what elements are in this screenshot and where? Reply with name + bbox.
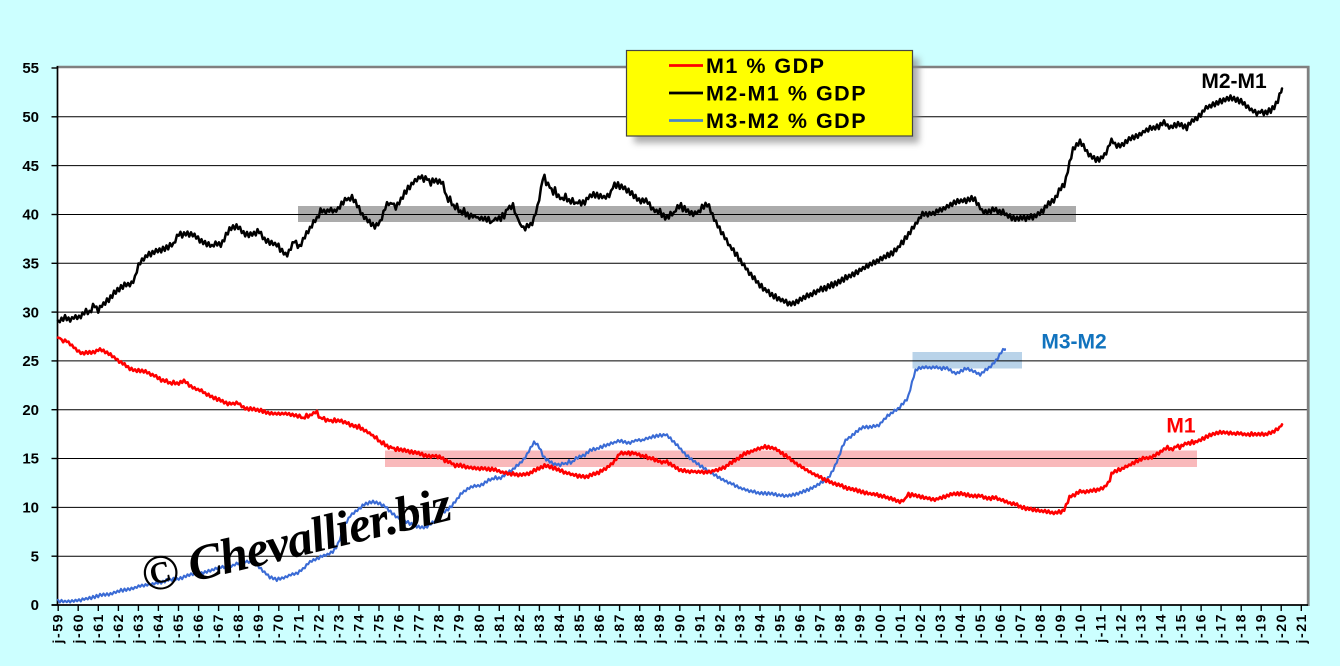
svg-text:j-63: j-63 [130,613,146,645]
svg-text:j-93: j-93 [731,613,747,645]
svg-text:55: 55 [22,60,39,77]
svg-text:j-70: j-70 [270,613,286,645]
svg-text:j-72: j-72 [310,613,326,645]
svg-text:15: 15 [22,451,39,468]
svg-text:j-66: j-66 [190,613,206,645]
svg-text:j-78: j-78 [431,613,447,645]
svg-text:j-18: j-18 [1233,613,1249,645]
svg-text:j-84: j-84 [551,613,567,645]
svg-text:M2-M1 % GDP: M2-M1 % GDP [706,82,867,106]
svg-text:j-87: j-87 [611,613,627,645]
svg-text:j-91: j-91 [691,613,707,645]
svg-text:j-97: j-97 [812,613,828,645]
svg-text:35: 35 [22,256,39,273]
svg-text:M1 % GDP: M1 % GDP [706,54,826,78]
svg-text:j-71: j-71 [290,613,306,645]
svg-text:j-13: j-13 [1132,613,1148,645]
svg-text:40: 40 [22,207,39,224]
svg-text:j-98: j-98 [832,613,848,645]
svg-text:j-20: j-20 [1273,613,1289,645]
svg-text:j-74: j-74 [350,613,366,645]
svg-text:j-15: j-15 [1173,613,1189,645]
svg-text:j-90: j-90 [671,613,687,645]
svg-text:j-19: j-19 [1253,613,1269,645]
svg-text:j-12: j-12 [1112,613,1128,645]
svg-text:j-73: j-73 [330,613,346,645]
svg-text:30: 30 [22,304,39,321]
svg-text:j-10: j-10 [1072,613,1088,645]
svg-text:j-11: j-11 [1092,613,1108,644]
svg-text:j-69: j-69 [250,613,266,645]
svg-text:j-07: j-07 [1012,613,1028,645]
svg-text:j-92: j-92 [711,613,727,645]
svg-text:j-79: j-79 [451,613,467,645]
svg-text:j-96: j-96 [792,613,808,645]
svg-text:0: 0 [31,597,39,614]
svg-text:j-76: j-76 [391,613,407,645]
svg-text:M3-M2 % GDP: M3-M2 % GDP [706,109,867,133]
svg-text:j-64: j-64 [150,613,166,645]
svg-text:j-85: j-85 [571,613,587,645]
svg-text:j-65: j-65 [170,613,186,645]
svg-text:j-08: j-08 [1032,613,1048,645]
svg-text:j-67: j-67 [210,613,226,645]
svg-text:j-14: j-14 [1153,613,1169,645]
svg-text:j-81: j-81 [491,613,507,645]
svg-text:j-88: j-88 [631,613,647,645]
svg-text:j-60: j-60 [70,613,86,645]
svg-text:j-06: j-06 [992,613,1008,645]
svg-text:j-05: j-05 [972,613,988,645]
svg-text:j-80: j-80 [471,613,487,645]
svg-text:j-09: j-09 [1052,613,1068,645]
svg-text:45: 45 [22,158,39,175]
svg-text:5: 5 [31,548,39,565]
svg-text:j-03: j-03 [932,613,948,645]
svg-text:j-83: j-83 [531,613,547,645]
svg-text:10: 10 [22,500,39,517]
svg-text:j-75: j-75 [371,613,387,645]
svg-text:M1: M1 [1166,415,1195,438]
svg-text:j-95: j-95 [772,613,788,645]
svg-text:j-00: j-00 [872,613,888,645]
svg-text:j-21: j-21 [1293,613,1309,645]
svg-text:25: 25 [22,353,39,370]
svg-text:j-99: j-99 [852,613,868,645]
svg-text:M2-M1: M2-M1 [1201,70,1267,93]
svg-text:j-62: j-62 [110,613,126,645]
svg-text:j-68: j-68 [230,613,246,645]
svg-text:j-04: j-04 [952,613,968,645]
svg-text:j-59: j-59 [50,613,66,645]
svg-text:j-89: j-89 [651,613,667,645]
svg-text:j-01: j-01 [892,613,908,645]
svg-text:M3-M2: M3-M2 [1041,331,1106,354]
svg-text:j-17: j-17 [1213,613,1229,645]
svg-text:j-82: j-82 [511,613,527,645]
svg-text:50: 50 [22,109,39,126]
svg-text:20: 20 [22,402,39,419]
svg-text:j-94: j-94 [752,613,768,645]
svg-text:j-86: j-86 [591,613,607,645]
svg-text:j-77: j-77 [411,613,427,645]
svg-text:j-61: j-61 [90,613,106,645]
svg-text:j-02: j-02 [912,613,928,645]
svg-text:j-16: j-16 [1193,613,1209,645]
